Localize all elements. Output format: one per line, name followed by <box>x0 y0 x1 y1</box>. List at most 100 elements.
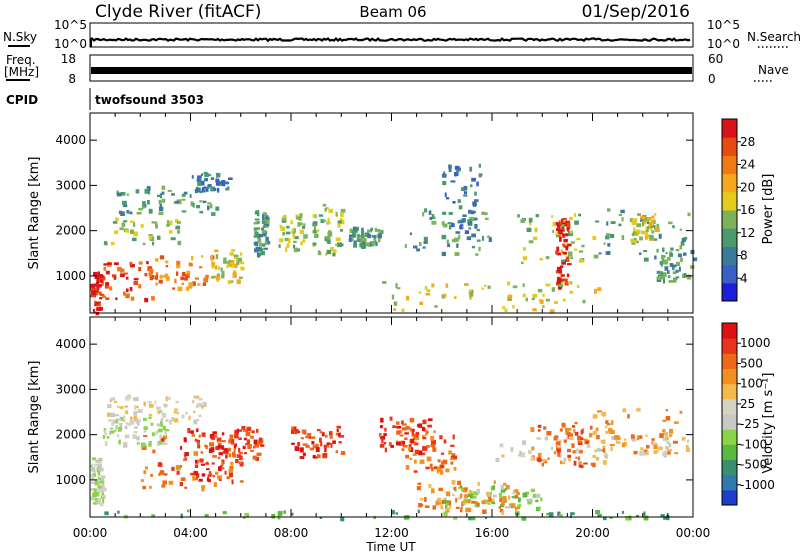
velocity-cell <box>149 485 152 489</box>
power-cell <box>105 297 110 300</box>
power-cell <box>471 177 476 182</box>
velocity-cell <box>236 428 239 434</box>
power-cell <box>661 254 664 260</box>
power-cell <box>667 275 671 278</box>
power-cell <box>112 274 117 278</box>
velocity-cell <box>133 415 137 419</box>
velocity-colorbar-swatch <box>722 398 737 415</box>
power-cell <box>470 184 473 188</box>
power-cell <box>456 243 459 248</box>
power-cell <box>211 254 213 259</box>
velocity-cell <box>492 485 495 490</box>
power-cell <box>683 252 687 256</box>
velocity-cell <box>180 513 183 519</box>
power-cell <box>113 262 119 266</box>
power-cell <box>302 239 306 243</box>
velocity-cell <box>211 462 215 465</box>
velocity-cell <box>133 397 136 401</box>
velocity-cell <box>155 430 158 435</box>
power-cell <box>169 220 173 226</box>
velocity-cell <box>201 485 206 489</box>
velocity-cell <box>546 431 552 436</box>
power-cell <box>293 244 296 249</box>
velocity-cell <box>442 459 448 465</box>
velocity-cell <box>239 480 244 483</box>
velocity-cell <box>220 464 223 468</box>
velocity-cell <box>628 515 632 521</box>
velocity-cell <box>450 444 455 447</box>
power-cell <box>367 229 372 233</box>
power-cell <box>255 221 259 225</box>
velocity-cell <box>293 426 297 430</box>
velocity-cell <box>432 505 437 510</box>
velocity-cell <box>643 515 649 521</box>
power-cell <box>422 212 425 217</box>
power-cell <box>216 273 220 277</box>
power-cell <box>215 179 220 183</box>
velocity-cell <box>412 453 417 456</box>
velocity-cell <box>444 500 449 504</box>
power-cell <box>416 248 420 252</box>
power-cell <box>595 220 600 223</box>
power-cell <box>679 228 683 231</box>
power-cell <box>262 225 266 228</box>
power-cell <box>565 279 568 284</box>
velocity-cell <box>238 437 242 440</box>
power-cell <box>92 308 96 313</box>
velocity-cell <box>583 462 588 465</box>
power-cell <box>517 214 520 218</box>
velocity-cell <box>504 506 507 509</box>
velocity-cell <box>613 435 618 440</box>
power-cell <box>158 206 164 212</box>
velocity-cell <box>93 488 97 494</box>
power-cell <box>133 231 138 237</box>
power-colorbar-swatch <box>722 228 737 247</box>
velocity-cell <box>176 470 180 475</box>
velocity-cell <box>381 438 384 444</box>
velocity-cell <box>212 431 217 435</box>
velocity-cell <box>245 431 251 437</box>
velocity-cell <box>148 441 152 445</box>
velocity-cell <box>453 486 457 491</box>
power-cell <box>567 263 572 266</box>
velocity-cell <box>528 449 532 455</box>
power-colorbar-label: Power [dB] <box>761 174 776 245</box>
velocity-cell <box>251 430 255 434</box>
power-cell <box>290 220 293 225</box>
power-heatmap <box>90 163 698 316</box>
power-panel-frame <box>89 112 694 314</box>
power-cell <box>286 243 290 248</box>
power-colorbar-swatch <box>722 210 737 229</box>
velocity-cell <box>221 440 226 443</box>
velocity-cell <box>535 493 541 499</box>
power-cell <box>158 200 162 205</box>
power-cell <box>144 297 149 303</box>
time-axis: 00:00 04:00 08:00 12:00 16:00 20:00 00:00 <box>73 526 711 540</box>
power-cell <box>473 217 478 221</box>
velocity-cell <box>567 428 572 431</box>
velocity-cell <box>574 431 579 436</box>
velocity-cell <box>422 435 425 438</box>
velocity-cell <box>380 435 386 439</box>
velocity-colorbar-swatch <box>722 489 737 506</box>
velocity-cell <box>653 449 658 454</box>
velocity-cell <box>217 442 222 447</box>
power-cell <box>218 181 222 185</box>
velocity-cell <box>630 434 635 440</box>
power-cell <box>559 265 564 268</box>
velocity-cell <box>95 459 100 464</box>
time-tick-label: 00:00 <box>73 526 108 540</box>
velocity-cell <box>255 456 259 461</box>
power-cell <box>320 219 325 223</box>
power-cell <box>126 288 129 293</box>
velocity-cell <box>405 426 410 430</box>
velocity-cell <box>488 496 492 502</box>
velocity-cell <box>407 446 411 451</box>
velocity-cell <box>221 461 224 466</box>
velocity-cell <box>436 466 441 470</box>
power-cell <box>196 204 201 209</box>
velocity-cell <box>213 482 217 487</box>
power-cell <box>651 230 655 234</box>
power-cell <box>121 222 126 227</box>
